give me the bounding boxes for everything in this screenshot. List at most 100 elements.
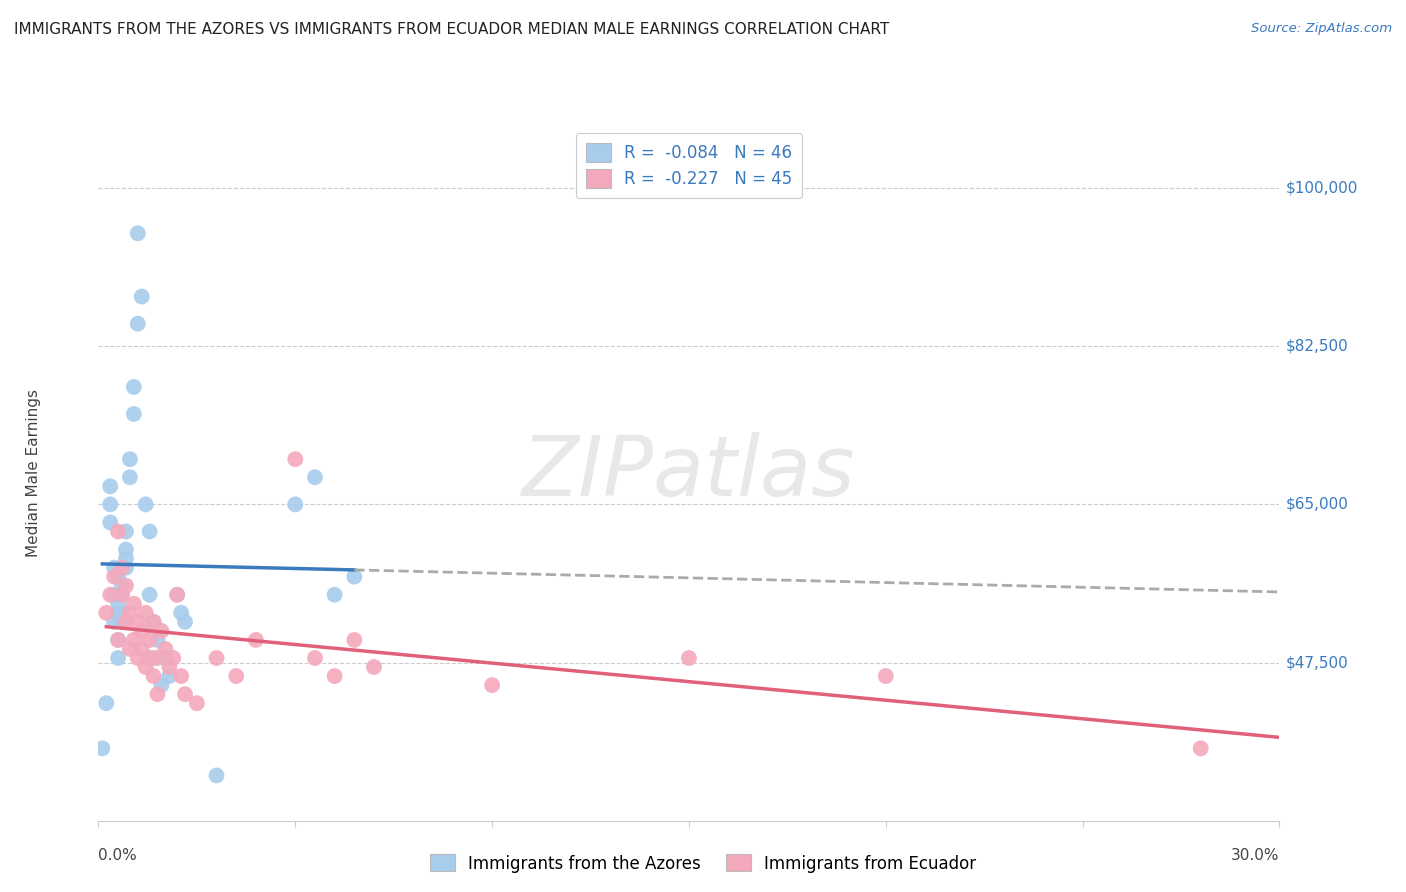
Point <box>118 452 141 467</box>
Point <box>96 696 118 710</box>
Point <box>103 588 125 602</box>
Point <box>111 560 134 574</box>
Point <box>166 588 188 602</box>
Text: 0.0%: 0.0% <box>98 848 138 863</box>
Point <box>115 551 138 566</box>
Point <box>1189 741 1212 756</box>
Point <box>103 569 125 583</box>
Point <box>142 615 165 629</box>
Point <box>323 588 346 602</box>
Point <box>111 588 134 602</box>
Point <box>138 651 160 665</box>
Point <box>245 632 267 647</box>
Point <box>304 651 326 665</box>
Point <box>343 569 366 583</box>
Text: Median Male Earnings: Median Male Earnings <box>25 389 41 557</box>
Point <box>111 579 134 593</box>
Point <box>343 632 366 647</box>
Point <box>166 588 188 602</box>
Point <box>135 660 157 674</box>
Point <box>98 497 121 511</box>
Text: 30.0%: 30.0% <box>1232 848 1279 863</box>
Point <box>98 479 121 493</box>
Point <box>107 632 129 647</box>
Point <box>481 678 503 692</box>
Point <box>138 524 160 539</box>
Legend: R =  -0.084   N = 46, R =  -0.227   N = 45: R = -0.084 N = 46, R = -0.227 N = 45 <box>575 133 803 198</box>
Text: Source: ZipAtlas.com: Source: ZipAtlas.com <box>1251 22 1392 36</box>
Point <box>284 452 307 467</box>
Point <box>131 642 153 657</box>
Point <box>122 632 145 647</box>
Point <box>323 669 346 683</box>
Point <box>111 588 134 602</box>
Point <box>135 497 157 511</box>
Point <box>150 678 173 692</box>
Point <box>142 651 165 665</box>
Point <box>115 615 138 629</box>
Point <box>138 588 160 602</box>
Point <box>142 669 165 683</box>
Point <box>225 669 247 683</box>
Text: $65,000: $65,000 <box>1285 497 1348 512</box>
Point <box>91 741 114 756</box>
Point <box>304 470 326 484</box>
Text: $82,500: $82,500 <box>1285 339 1348 354</box>
Point <box>875 669 897 683</box>
Point <box>162 651 184 665</box>
Point <box>186 696 208 710</box>
Point <box>111 615 134 629</box>
Point <box>103 560 125 574</box>
Point <box>107 597 129 611</box>
Point <box>98 588 121 602</box>
Point <box>127 615 149 629</box>
Point <box>146 651 169 665</box>
Legend: Immigrants from the Azores, Immigrants from Ecuador: Immigrants from the Azores, Immigrants f… <box>423 847 983 880</box>
Point <box>146 687 169 701</box>
Point <box>142 615 165 629</box>
Point <box>107 569 129 583</box>
Point <box>150 624 173 638</box>
Point <box>103 615 125 629</box>
Point <box>98 516 121 530</box>
Point <box>157 669 180 683</box>
Text: ZIPatlas: ZIPatlas <box>522 433 856 513</box>
Point <box>170 606 193 620</box>
Point <box>107 606 129 620</box>
Point <box>115 579 138 593</box>
Point <box>115 524 138 539</box>
Point <box>174 687 197 701</box>
Point <box>127 227 149 241</box>
Point <box>138 632 160 647</box>
Point <box>118 642 141 657</box>
Text: $47,500: $47,500 <box>1285 655 1348 670</box>
Point <box>127 317 149 331</box>
Point <box>96 606 118 620</box>
Point <box>115 560 138 574</box>
Point <box>118 470 141 484</box>
Point <box>131 624 153 638</box>
Point <box>157 660 180 674</box>
Point <box>122 407 145 421</box>
Point <box>122 597 145 611</box>
Point <box>127 651 149 665</box>
Point <box>107 606 129 620</box>
Text: $100,000: $100,000 <box>1285 181 1358 195</box>
Point <box>678 651 700 665</box>
Point <box>155 651 177 665</box>
Point <box>170 669 193 683</box>
Point <box>146 632 169 647</box>
Point <box>174 615 197 629</box>
Point <box>107 651 129 665</box>
Point <box>107 632 129 647</box>
Point <box>118 606 141 620</box>
Point <box>155 642 177 657</box>
Point <box>107 524 129 539</box>
Point <box>284 497 307 511</box>
Point <box>205 768 228 782</box>
Point <box>131 289 153 303</box>
Point <box>111 606 134 620</box>
Point <box>122 380 145 394</box>
Point <box>115 542 138 557</box>
Point <box>363 660 385 674</box>
